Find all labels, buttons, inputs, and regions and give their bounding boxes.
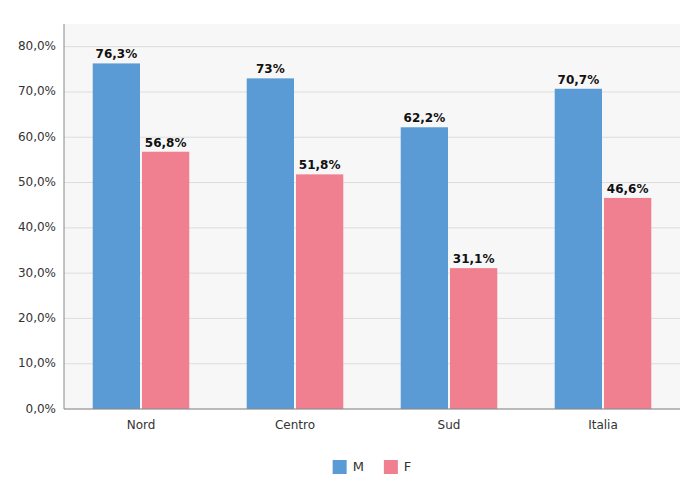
data-label: 31,1%: [453, 252, 495, 266]
y-tick-label: 10,0%: [18, 356, 56, 370]
legend-label: M: [353, 459, 364, 474]
y-tick-label: 80,0%: [18, 39, 56, 53]
bar: [296, 174, 343, 409]
legend: MF: [333, 459, 412, 475]
x-tick-label: Nord: [127, 418, 156, 432]
y-tick-label: 40,0%: [18, 220, 56, 234]
data-label: 73%: [256, 62, 285, 76]
bar: [142, 152, 189, 409]
y-tick-label: 30,0%: [18, 266, 56, 280]
grid: [64, 47, 680, 409]
x-axis-line: [64, 409, 680, 410]
x-tick-label: Sud: [438, 418, 461, 432]
grid-line: [64, 409, 680, 410]
bar: [401, 127, 448, 409]
y-tick-label: 60,0%: [18, 130, 56, 144]
x-tick-label: Centro: [275, 418, 315, 432]
data-label: 56,8%: [145, 136, 187, 150]
y-tick-label: 70,0%: [18, 84, 56, 98]
data-label: 70,7%: [558, 73, 600, 87]
legend-swatch: [384, 460, 398, 474]
bar: [450, 268, 497, 409]
bar: [604, 198, 651, 409]
y-tick-label: 0,0%: [26, 402, 57, 416]
y-axis-labels: 0,0% 10,0% 20,0% 30,0% 40,0% 50,0% 60,0% 70,0% 8…: [18, 39, 56, 415]
data-label: 51,8%: [299, 158, 341, 172]
bars: [93, 63, 652, 409]
data-labels: 76,3% 73% 62,2% 70,7% 56,8% 51,8% 31,1% 46,6%: [96, 47, 649, 266]
y-tick-label: 50,0%: [18, 175, 56, 189]
data-label: 62,2%: [404, 111, 446, 125]
bar: [93, 63, 140, 409]
grid-line: [64, 46, 680, 47]
plot-area: [64, 24, 680, 409]
x-tick-label: Italia: [588, 418, 618, 432]
y-tick-label: 20,0%: [18, 311, 56, 325]
chart: 0,0% 10,0% 20,0% 30,0% 40,0% 50,0% 60,0% 70,0% 8…: [0, 0, 700, 495]
bar: [555, 89, 602, 409]
y-axis-line: [64, 24, 65, 409]
legend-swatch: [333, 460, 347, 474]
data-label: 46,6%: [607, 182, 649, 196]
legend-label: F: [404, 459, 411, 474]
bar: [247, 78, 294, 409]
x-axis-labels: Nord Centro Sud Italia: [127, 418, 618, 432]
data-label: 76,3%: [96, 47, 138, 61]
